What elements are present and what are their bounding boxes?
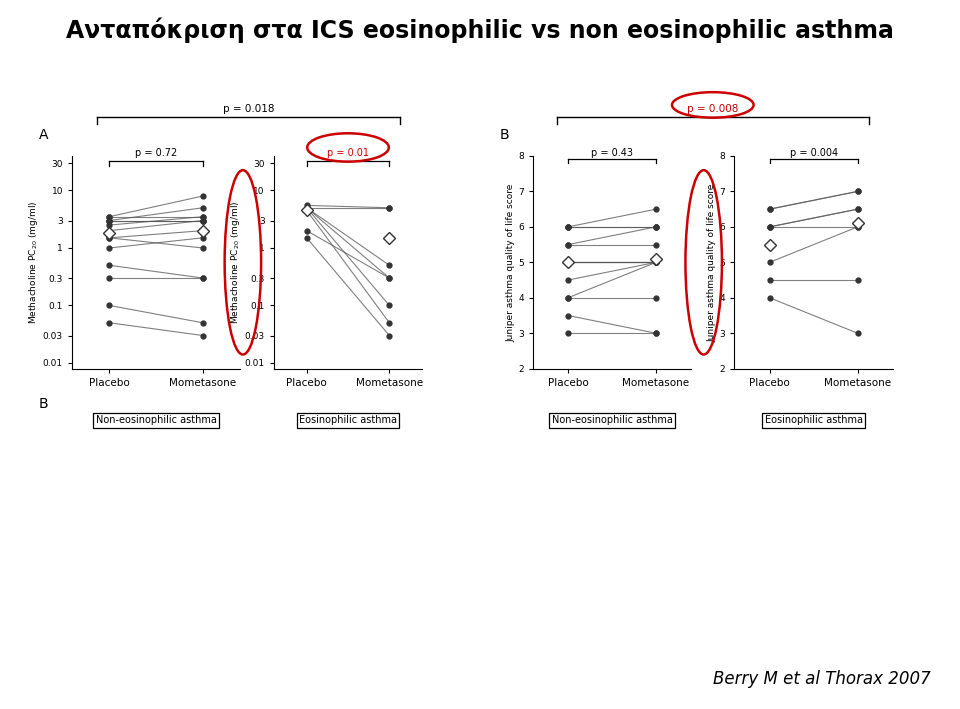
Text: p = 0.008: p = 0.008 (687, 104, 738, 114)
Text: Ανταπόκριση στα ICS eosinophilic vs non eosinophilic asthma: Ανταπόκριση στα ICS eosinophilic vs non … (66, 18, 894, 43)
Text: Berry M et al Thorax 2007: Berry M et al Thorax 2007 (713, 670, 931, 688)
Text: Eosinophilic asthma: Eosinophilic asthma (299, 415, 397, 425)
Text: p = 0.004: p = 0.004 (789, 147, 838, 158)
Y-axis label: Methacholine PC$_{20}$ (mg/ml): Methacholine PC$_{20}$ (mg/ml) (228, 201, 242, 324)
Y-axis label: Methacholine PC$_{20}$ (mg/ml): Methacholine PC$_{20}$ (mg/ml) (27, 201, 40, 324)
Text: A: A (38, 128, 48, 142)
Text: p = 0.43: p = 0.43 (591, 147, 633, 158)
Text: p = 0.72: p = 0.72 (134, 148, 178, 158)
Text: Non-eosinophilic asthma: Non-eosinophilic asthma (96, 415, 216, 425)
Text: p = 0.018: p = 0.018 (223, 104, 275, 114)
Text: B: B (499, 128, 509, 142)
Text: Non-eosinophilic asthma: Non-eosinophilic asthma (552, 415, 672, 425)
Y-axis label: Juniper asthma quality of life score: Juniper asthma quality of life score (506, 183, 516, 342)
Text: Eosinophilic asthma: Eosinophilic asthma (764, 415, 863, 425)
Text: B: B (38, 397, 48, 411)
Text: p = 0.01: p = 0.01 (327, 148, 369, 158)
Y-axis label: Juniper asthma quality of life score: Juniper asthma quality of life score (708, 183, 717, 342)
